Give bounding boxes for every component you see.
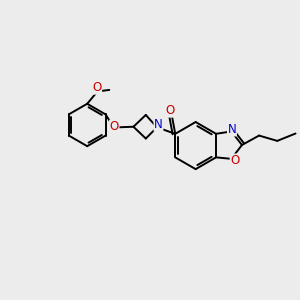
Text: N: N bbox=[228, 123, 236, 136]
Text: O: O bbox=[165, 104, 174, 117]
Text: N: N bbox=[154, 118, 163, 131]
Text: O: O bbox=[92, 81, 101, 94]
Text: O: O bbox=[110, 120, 119, 133]
Text: O: O bbox=[230, 154, 239, 167]
